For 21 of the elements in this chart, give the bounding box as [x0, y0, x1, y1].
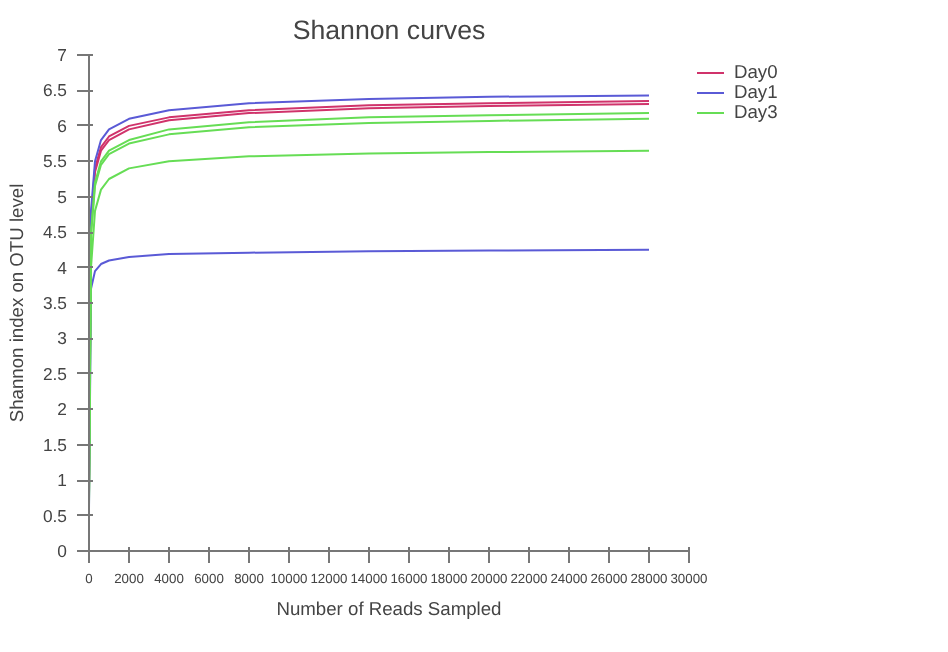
y-tick-label: 4: [57, 257, 68, 278]
y-axis-title: Shannon index on OTU level: [6, 183, 27, 423]
y-tick-label: 7: [57, 45, 68, 65]
y-tick-label: 4.5: [42, 222, 68, 243]
chart-title: Shannon curves: [292, 15, 486, 45]
y-tick-label: 5: [57, 186, 68, 207]
y-tick-label: 2: [57, 399, 68, 420]
x-axis-title: Number of Reads Sampled: [276, 599, 502, 619]
legend-label: Day0: [734, 62, 778, 82]
y-tick-label: 6: [57, 115, 68, 136]
legend-label: Day1: [734, 82, 778, 102]
y-tick-label: 6.5: [42, 80, 68, 101]
y-tick-label: 3.5: [42, 293, 68, 313]
legend-label: Day3: [734, 102, 778, 122]
y-tick-label: 3: [57, 328, 68, 349]
y-tick-label: 0: [57, 541, 68, 561]
y-tick-label: 5.5: [42, 151, 68, 172]
y-tick-label: 1.5: [42, 434, 68, 455]
y-tick-label: 0.5: [42, 505, 68, 526]
y-tick-label: 1: [57, 470, 68, 491]
y-tick-label: 2.5: [42, 363, 68, 384]
